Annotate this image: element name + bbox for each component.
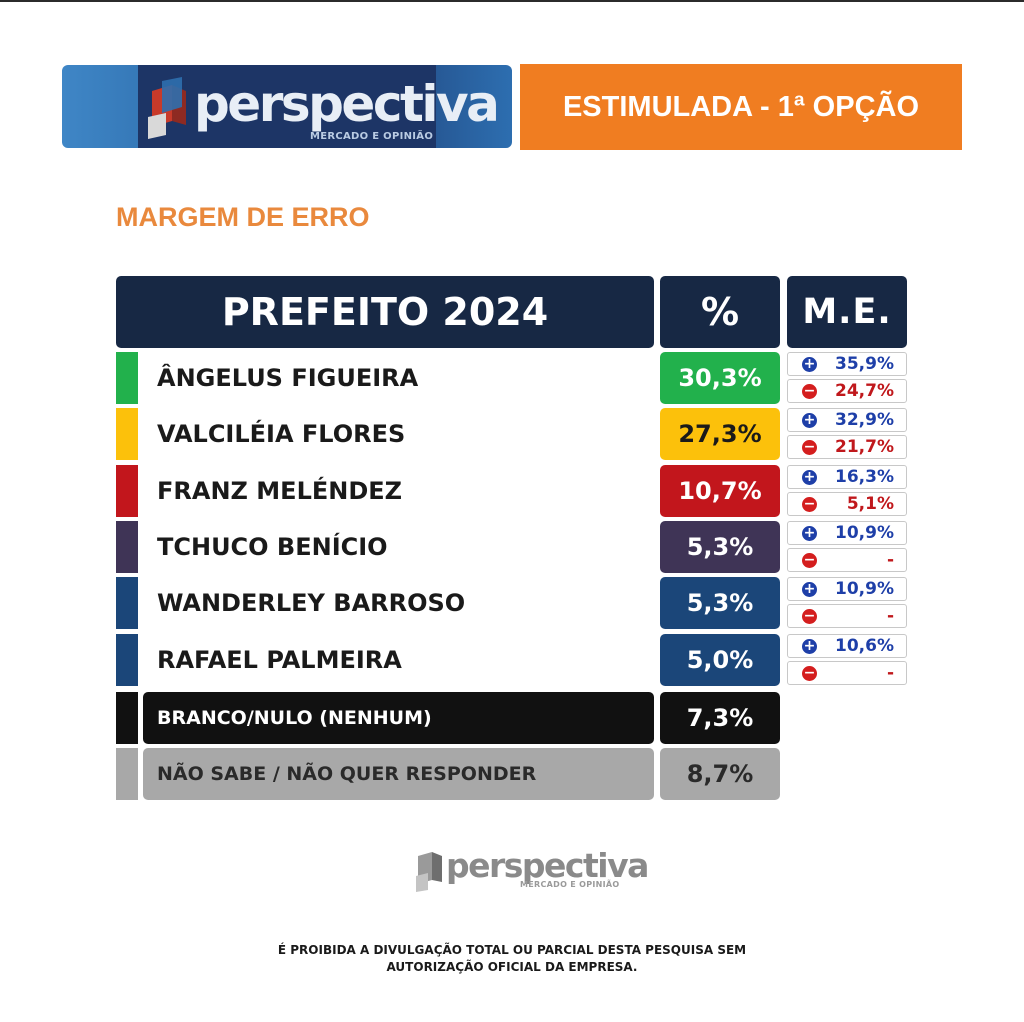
disclaimer-line-1: É PROIBIDA A DIVULGAÇÃO TOTAL OU PARCIAL… [277, 943, 747, 957]
other-response-row: BRANCO/NULO (NENHUM) 7,3% [0, 692, 1024, 744]
candidate-color-swatch [116, 465, 138, 517]
minus-icon: − [802, 383, 817, 399]
margin-minus-value: 24,7% [835, 381, 894, 401]
margin-minus-value: - [886, 606, 894, 626]
margin-plus-box: +32,9% [787, 408, 907, 432]
brand-name: perspectiva [194, 75, 500, 133]
candidate-name: RAFAEL PALMEIRA [157, 646, 402, 674]
candidate-row: FRANZ MELÉNDEZ 10,7% +16,3% − 5,1% [0, 465, 1024, 517]
candidate-name: ÂNGELUS FIGUEIRA [157, 364, 419, 392]
margin-minus-value: 5,1% [846, 494, 894, 514]
minus-icon: − [802, 552, 817, 568]
margin-plus-box: +10,9% [787, 577, 907, 601]
other-response-row: NÃO SABE / NÃO QUER RESPONDER 8,7% [0, 748, 1024, 800]
other-response-label: NÃO SABE / NÃO QUER RESPONDER [157, 763, 537, 785]
margin-minus-box: − - [787, 548, 907, 572]
footer-brand-name: perspectiva [446, 846, 649, 885]
top-border [0, 0, 1024, 2]
candidate-color-swatch [116, 577, 138, 629]
candidate-percent: 5,3% [660, 577, 780, 629]
minus-icon: − [802, 608, 817, 624]
disclaimer: É PROIBIDA A DIVULGAÇÃO TOTAL OU PARCIAL… [212, 942, 812, 976]
margin-plus-value: 35,9% [835, 354, 894, 374]
candidate-color-swatch [116, 634, 138, 686]
minus-icon: − [802, 439, 817, 455]
candidate-name: FRANZ MELÉNDEZ [157, 477, 403, 505]
margin-minus-box: − - [787, 661, 907, 685]
margin-minus-value: 21,7% [835, 437, 894, 457]
margin-plus-box: +10,6% [787, 634, 907, 658]
candidate-name: WANDERLEY BARROSO [157, 589, 466, 617]
candidate-row: ÂNGELUS FIGUEIRA 30,3% +35,9% − 24,7% [0, 352, 1024, 404]
other-label-bar [143, 748, 654, 800]
footer-brand-tagline: MERCADO E OPINIÃO [520, 880, 620, 889]
margin-plus-box: +10,9% [787, 521, 907, 545]
margin-plus-value: 10,9% [835, 579, 894, 599]
margin-minus-value: - [886, 550, 894, 570]
plus-icon: + [802, 412, 817, 428]
minus-icon: − [802, 496, 817, 512]
other-color-swatch [116, 748, 138, 800]
candidate-percent: 30,3% [660, 352, 780, 404]
margin-plus-value: 10,9% [835, 523, 894, 543]
candidate-color-swatch [116, 352, 138, 404]
section-title: MARGEM DE ERRO [116, 202, 370, 232]
plus-icon: + [802, 356, 817, 372]
brand-banner: perspectiva MERCADO E OPINIÃO [62, 65, 512, 148]
margin-minus-box: − 24,7% [787, 379, 907, 403]
perspectiva-footer-logo-icon [416, 852, 442, 892]
candidate-name: VALCILÉIA FLORES [157, 420, 406, 448]
candidate-percent: 10,7% [660, 465, 780, 517]
disclaimer-line-2: AUTORIZAÇÃO OFICIAL DA EMPRESA. [386, 960, 638, 974]
brand-box [138, 65, 436, 148]
candidate-row: WANDERLEY BARROSO 5,3% +10,9% − - [0, 577, 1024, 629]
column-header-candidate: PREFEITO 2024 [116, 276, 654, 348]
perspectiva-logo-icon [148, 77, 186, 139]
minus-icon: − [802, 665, 817, 681]
candidate-color-swatch [116, 521, 138, 573]
candidate-percent: 5,0% [660, 634, 780, 686]
column-header-margin: M.E. [787, 276, 907, 348]
margin-plus-value: 32,9% [835, 410, 894, 430]
column-header-percent: % [660, 276, 780, 348]
plus-icon: + [802, 525, 817, 541]
margin-plus-box: +35,9% [787, 352, 907, 376]
other-label-bar [143, 692, 654, 744]
plus-icon: + [802, 581, 817, 597]
other-response-label: BRANCO/NULO (NENHUM) [157, 707, 432, 729]
candidate-percent: 5,3% [660, 521, 780, 573]
candidate-row: VALCILÉIA FLORES 27,3% +32,9% − 21,7% [0, 408, 1024, 460]
option-banner: ESTIMULADA - 1ª OPÇÃO [520, 64, 962, 150]
candidate-row: TCHUCO BENÍCIO 5,3% +10,9% − - [0, 521, 1024, 573]
candidate-percent: 27,3% [660, 408, 780, 460]
margin-minus-box: − - [787, 604, 907, 628]
other-color-swatch [116, 692, 138, 744]
plus-icon: + [802, 469, 817, 485]
other-response-percent: 8,7% [660, 748, 780, 800]
candidate-color-swatch [116, 408, 138, 460]
plus-icon: + [802, 638, 817, 654]
margin-minus-box: − 21,7% [787, 435, 907, 459]
brand-tagline: MERCADO E OPINIÃO [310, 131, 434, 142]
margin-minus-box: − 5,1% [787, 492, 907, 516]
margin-plus-box: +16,3% [787, 465, 907, 489]
margin-plus-value: 16,3% [835, 467, 894, 487]
other-response-percent: 7,3% [660, 692, 780, 744]
margin-minus-value: - [886, 663, 894, 683]
candidate-name: TCHUCO BENÍCIO [157, 533, 388, 561]
candidate-row: RAFAEL PALMEIRA 5,0% +10,6% − - [0, 634, 1024, 686]
margin-plus-value: 10,6% [835, 636, 894, 656]
